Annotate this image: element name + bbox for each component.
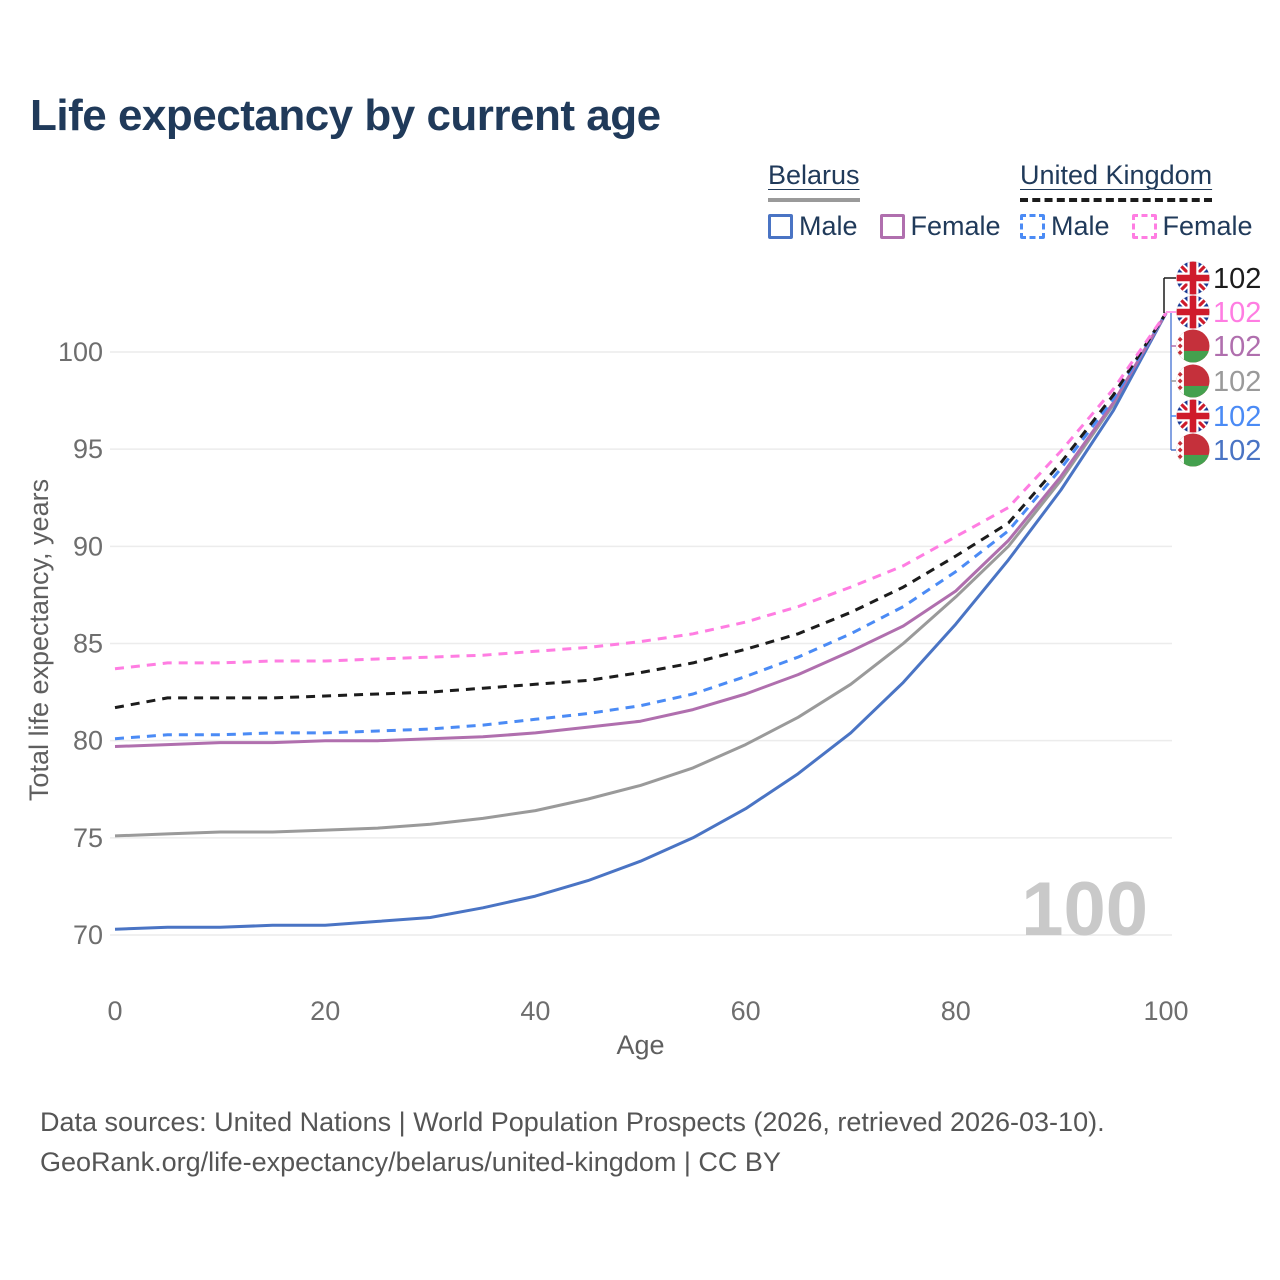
uk-male-swatch-icon <box>1020 214 1045 239</box>
legend-label-uk-female: Female <box>1162 211 1253 241</box>
legend-label-uk-male: Male <box>1051 211 1110 241</box>
belarus-flag-icon <box>1176 329 1210 363</box>
y-axis-title: Total life expectancy, years <box>24 479 54 801</box>
legend-country-united-kingdom: United Kingdom <box>1020 160 1213 202</box>
y-tick-100: 100 <box>58 337 103 367</box>
x-tick-80: 80 <box>941 996 971 1026</box>
footer-attribution: GeoRank.org/life-expectancy/belarus/unit… <box>40 1147 781 1177</box>
uk-flag-icon <box>1176 399 1210 433</box>
end-value-label-united-kingdom-male: 102 <box>1213 401 1261 433</box>
legend-group-united-kingdom: United Kingdom Male Female <box>1020 160 1253 242</box>
legend-country-united-kingdom-label: United Kingdom <box>1020 160 1213 190</box>
y-tick-95: 95 <box>73 434 103 464</box>
uk-female-swatch-icon <box>1131 214 1157 239</box>
series-line-united-kingdom-female <box>114 312 1168 671</box>
uk-flag-icon <box>1176 261 1210 295</box>
x-tick-100: 100 <box>1143 996 1188 1026</box>
end-value-label-united-kingdom-female: 102 <box>1213 297 1261 329</box>
y-tick-80: 80 <box>73 726 103 756</box>
y-tick-70: 70 <box>73 920 103 950</box>
series-line-belarus-total <box>114 312 1168 838</box>
series-line-belarus-male <box>114 312 1168 931</box>
page-title: Life expectancy by current age <box>30 91 661 140</box>
legend-label-belarus-female: Female <box>910 211 1001 241</box>
age-counter-watermark: 100 <box>1021 867 1148 952</box>
x-tick-40: 40 <box>520 996 550 1026</box>
belarus-flag-icon <box>1176 364 1210 398</box>
uk-flag-icon <box>1176 295 1210 329</box>
belarus-flag-icon <box>1176 433 1210 467</box>
footer: Data sources: United Nations | World Pop… <box>40 1102 1105 1182</box>
series-line-united-kingdom-male <box>114 312 1168 741</box>
series-line-belarus-female <box>114 312 1168 748</box>
end-value-label-united-kingdom-total: 102 <box>1213 263 1261 295</box>
end-label-leader-line <box>1163 277 1176 313</box>
belarus-linestyle-sample <box>768 198 860 202</box>
legend-item-belarus-female[interactable]: Female <box>879 211 1001 242</box>
belarus-female-swatch-icon <box>879 214 905 239</box>
series-line-united-kingdom-total <box>114 312 1168 710</box>
legend-country-belarus: Belarus <box>768 160 860 202</box>
footer-data-sources: Data sources: United Nations | World Pop… <box>40 1107 1105 1137</box>
legend-item-uk-female[interactable]: Female <box>1131 211 1253 242</box>
belarus-male-swatch-icon <box>768 214 793 239</box>
legend-group-belarus: Belarus Male Female <box>768 160 1001 242</box>
x-tick-20: 20 <box>310 996 340 1026</box>
x-tick-60: 60 <box>731 996 761 1026</box>
x-axis-title: Age <box>616 1030 664 1060</box>
united-kingdom-linestyle-sample <box>1020 198 1213 202</box>
y-tick-85: 85 <box>73 629 103 659</box>
legend-country-belarus-label: Belarus <box>768 160 860 190</box>
legend-item-uk-male[interactable]: Male <box>1020 211 1110 242</box>
y-tick-90: 90 <box>73 531 103 561</box>
legend-label-belarus-male: Male <box>799 211 858 241</box>
end-value-label-belarus-male: 102 <box>1213 435 1261 467</box>
end-value-label-belarus-female: 102 <box>1213 331 1261 363</box>
end-value-label-belarus-total: 102 <box>1213 366 1261 398</box>
legend-item-belarus-male[interactable]: Male <box>768 211 858 242</box>
x-tick-0: 0 <box>107 996 122 1026</box>
y-tick-75: 75 <box>73 823 103 853</box>
